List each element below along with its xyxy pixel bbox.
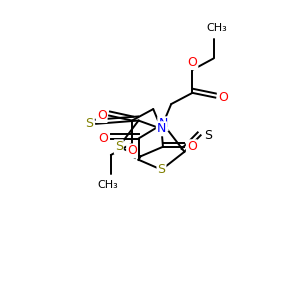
Text: O: O bbox=[187, 140, 197, 153]
Text: CH₃: CH₃ bbox=[98, 180, 118, 190]
Text: O: O bbox=[97, 109, 106, 122]
Text: N: N bbox=[157, 122, 166, 135]
Text: S: S bbox=[85, 117, 93, 130]
Text: O: O bbox=[127, 144, 137, 158]
Text: O: O bbox=[188, 56, 197, 69]
Text: O: O bbox=[218, 91, 228, 104]
Text: S: S bbox=[158, 163, 166, 176]
Text: S: S bbox=[204, 129, 212, 142]
Text: CH₃: CH₃ bbox=[206, 23, 227, 33]
Text: N: N bbox=[158, 117, 168, 130]
Text: S: S bbox=[115, 140, 123, 153]
Text: O: O bbox=[98, 132, 108, 145]
